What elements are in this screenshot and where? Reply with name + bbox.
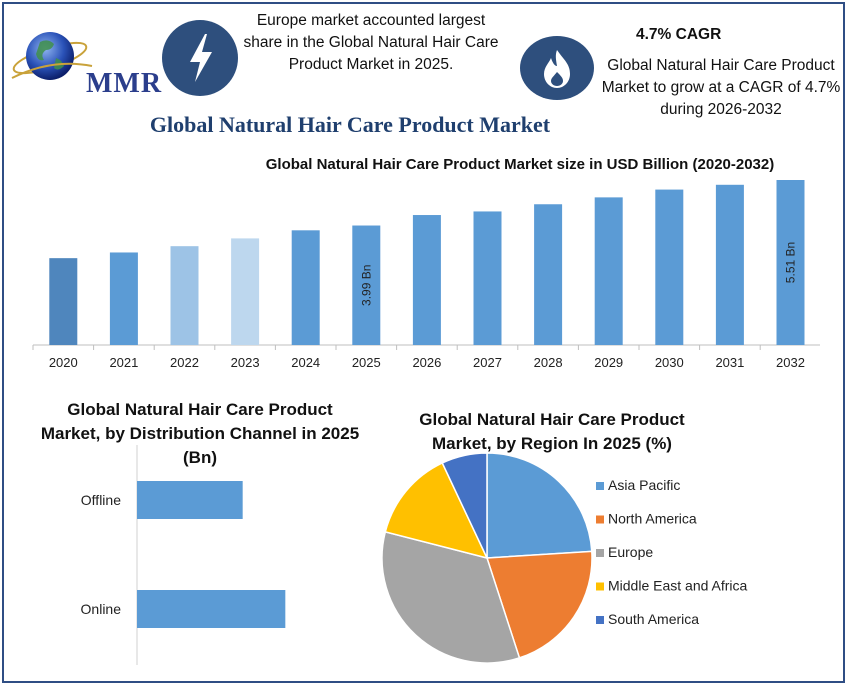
y-tick-label: Online xyxy=(81,601,122,617)
page-frame xyxy=(2,2,845,683)
legend-swatch xyxy=(596,482,604,490)
legend-label: Europe xyxy=(608,544,653,560)
legend-label: North America xyxy=(608,511,697,527)
x-tick-label: 2027 xyxy=(473,355,502,370)
bar-2020 xyxy=(49,258,78,345)
bar-2024 xyxy=(291,230,320,345)
bar-online xyxy=(137,590,286,628)
pie-slice-south-america xyxy=(441,452,488,559)
globe-icon xyxy=(11,32,93,80)
logo-text: MMR xyxy=(86,68,163,99)
x-tick-label: 2022 xyxy=(170,355,199,370)
region-chart-title: Global Natural Hair Care Product Market,… xyxy=(419,410,685,453)
europe-share-note: Europe market accounted largest share in… xyxy=(243,12,499,73)
legend-swatch xyxy=(596,582,604,591)
bar-data-label: 3.99 Bn xyxy=(359,265,373,306)
bar-chart-title: Global Natural Hair Care Product Market … xyxy=(265,156,775,173)
legend-label: South America xyxy=(608,611,699,627)
bar-2030 xyxy=(655,189,684,345)
legend-swatch xyxy=(596,515,604,524)
x-tick-label: 2021 xyxy=(109,355,138,370)
page-title: Global Natural Hair Care Product Market xyxy=(149,112,551,137)
bar-2026 xyxy=(412,215,441,345)
bar-2023 xyxy=(231,238,260,345)
x-tick-label: 2020 xyxy=(49,355,78,370)
bar-2028 xyxy=(534,204,563,345)
bar-2021 xyxy=(109,252,138,345)
cagr-title: 4.7% CAGR xyxy=(636,26,722,43)
x-tick-label: 2030 xyxy=(655,355,684,370)
bar-2025 xyxy=(352,225,381,345)
mmr-logo: MMR xyxy=(10,18,161,99)
legend-swatch xyxy=(596,616,604,624)
x-tick-label: 2025 xyxy=(352,355,381,370)
bar-2031 xyxy=(715,184,744,345)
pie-slice-asia-pacific xyxy=(486,452,593,559)
bar-2029 xyxy=(594,197,623,345)
x-tick-label: 2024 xyxy=(291,355,320,370)
x-tick-label: 2031 xyxy=(715,355,744,370)
legend-swatch xyxy=(596,549,604,557)
flame-icon xyxy=(520,36,594,100)
bar-2022 xyxy=(170,246,199,345)
legend-label: Middle East and Africa xyxy=(608,578,748,594)
pie-slice-north-america xyxy=(485,550,593,659)
bar-2032 xyxy=(776,180,805,345)
y-tick-label: Offline xyxy=(81,492,121,508)
x-tick-label: 2028 xyxy=(534,355,563,370)
x-tick-label: 2026 xyxy=(412,355,441,370)
pie-slice-europe xyxy=(381,530,521,664)
x-tick-label: 2023 xyxy=(231,355,260,370)
bar-2027 xyxy=(473,211,502,345)
bar-data-label: 5.51 Bn xyxy=(784,242,798,283)
cagr-note: Global Natural Hair Care Product Market … xyxy=(601,57,841,118)
pie-slice-middle-east-and-africa xyxy=(384,461,489,560)
distribution-chart-title: Global Natural Hair Care Product Market,… xyxy=(40,400,360,467)
bar-offline xyxy=(137,481,243,519)
lightning-icon xyxy=(162,20,238,96)
legend-label: Asia Pacific xyxy=(608,477,680,493)
x-tick-label: 2029 xyxy=(594,355,623,370)
x-tick-label: 2032 xyxy=(776,355,805,370)
